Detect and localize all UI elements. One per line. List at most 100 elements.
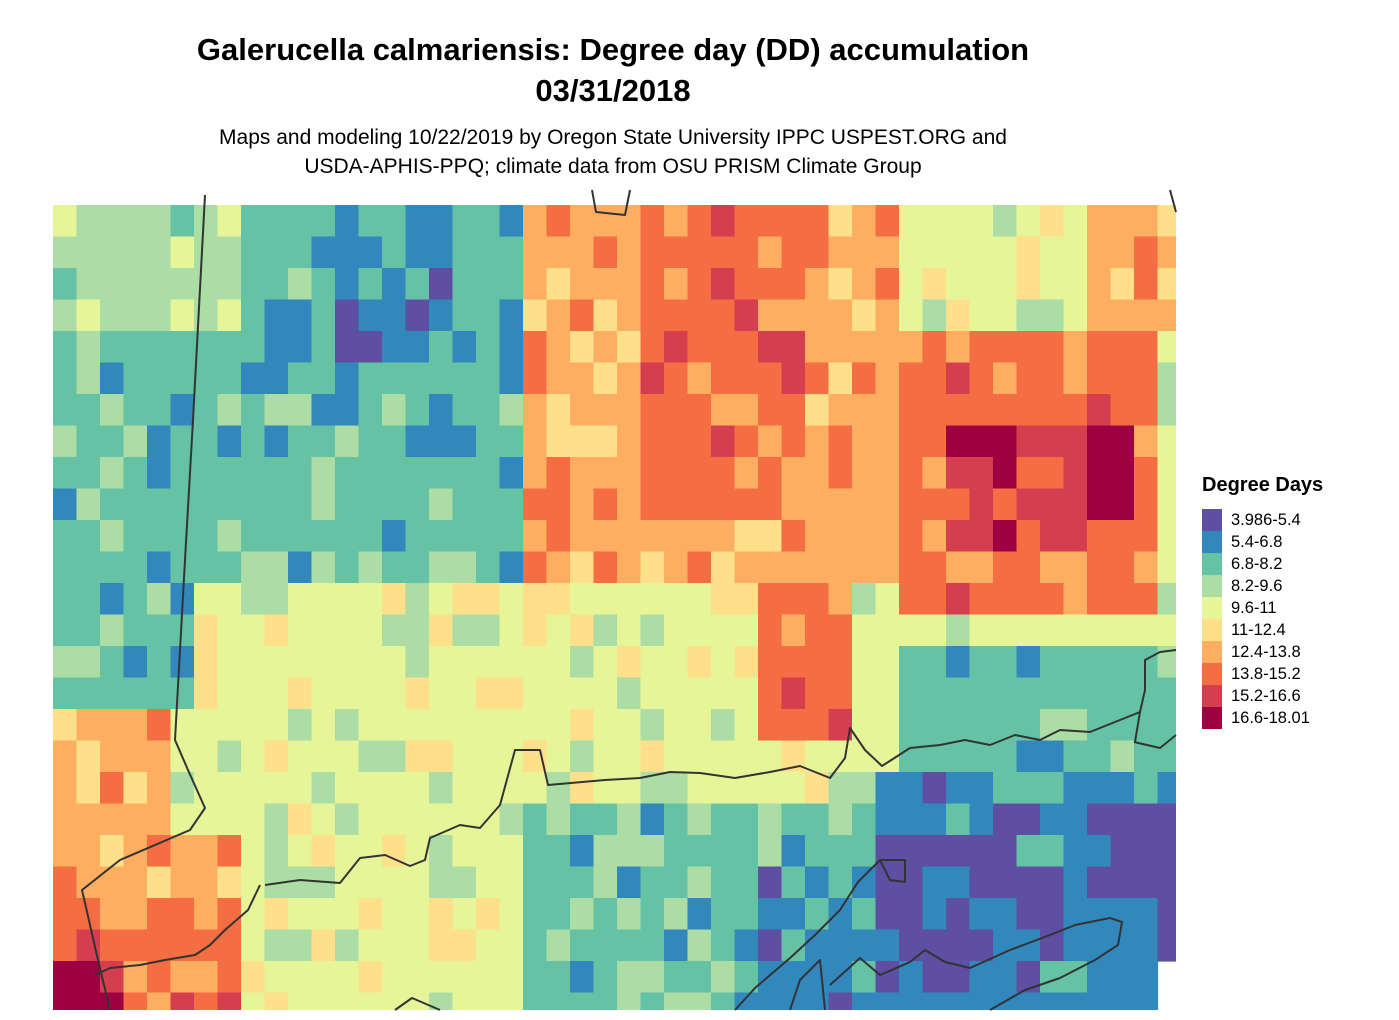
raster-cell [1016, 299, 1041, 332]
raster-cell [123, 331, 148, 364]
raster-cell [100, 362, 125, 395]
raster-cell [1087, 866, 1112, 899]
raster-cell [1087, 236, 1112, 269]
raster-cell [1016, 583, 1041, 616]
raster-cell [194, 709, 219, 742]
raster-cell [640, 268, 665, 301]
raster-cell [711, 961, 736, 994]
raster-cell [499, 866, 524, 899]
raster-cell [711, 520, 736, 553]
raster-cell [758, 394, 783, 427]
raster-cell [1110, 992, 1135, 1010]
raster-cell [53, 677, 78, 710]
raster-cell [241, 929, 266, 962]
raster-cell [100, 425, 125, 458]
raster-cell [922, 236, 947, 269]
raster-cell [264, 961, 289, 994]
raster-cell [429, 331, 454, 364]
raster-cell [76, 551, 101, 584]
raster-cell [852, 299, 877, 332]
raster-cell [1016, 992, 1041, 1010]
raster-cell [852, 425, 877, 458]
legend-label: 8.2-9.6 [1231, 576, 1283, 595]
raster-cell [1110, 898, 1135, 931]
raster-cell [405, 898, 430, 931]
raster-cell [617, 236, 642, 269]
raster-cell [311, 898, 336, 931]
raster-cell [358, 331, 383, 364]
raster-cell [76, 677, 101, 710]
raster-cell [1063, 551, 1088, 584]
raster-cell [53, 929, 78, 962]
raster-cell [53, 646, 78, 679]
raster-cell [311, 740, 336, 773]
raster-cell [617, 803, 642, 836]
raster-cell [1016, 425, 1041, 458]
raster-cell [53, 299, 78, 332]
raster-cell [405, 268, 430, 301]
raster-cell [875, 961, 900, 994]
raster-cell [241, 425, 266, 458]
raster-cell [499, 677, 524, 710]
raster-cell [1134, 520, 1159, 553]
raster-cell [899, 362, 924, 395]
raster-cell [194, 520, 219, 553]
raster-cell [100, 520, 125, 553]
legend-item: 13.8-15.2 [1202, 663, 1323, 685]
raster-cell [217, 457, 242, 490]
raster-cell [523, 835, 548, 868]
raster-cell [358, 961, 383, 994]
raster-cell [805, 961, 830, 994]
raster-cell [805, 614, 830, 647]
raster-cell [1110, 551, 1135, 584]
raster-cell [664, 835, 689, 868]
raster-cell [170, 394, 195, 427]
raster-cell [899, 268, 924, 301]
raster-cell [217, 236, 242, 269]
raster-cell [170, 362, 195, 395]
legend-item: 8.2-9.6 [1202, 575, 1323, 597]
raster-cell [969, 520, 994, 553]
raster-cell [687, 268, 712, 301]
raster-cell [875, 236, 900, 269]
raster-cell [358, 772, 383, 805]
raster-cell [405, 236, 430, 269]
raster-cell [711, 488, 736, 521]
raster-cell [476, 268, 501, 301]
raster-cell [899, 614, 924, 647]
raster-cell [734, 520, 759, 553]
raster-cell [405, 709, 430, 742]
raster-cell [1040, 709, 1065, 742]
raster-cell [76, 520, 101, 553]
raster-cell [570, 583, 595, 616]
raster-cell [476, 394, 501, 427]
raster-cell [899, 961, 924, 994]
raster-cell [1134, 803, 1159, 836]
raster-cell [711, 268, 736, 301]
raster-cell [217, 425, 242, 458]
raster-cell [523, 772, 548, 805]
raster-cell [382, 929, 407, 962]
raster-cell [405, 551, 430, 584]
raster-cell [758, 362, 783, 395]
raster-cell [899, 488, 924, 521]
raster-cell [993, 205, 1018, 238]
raster-cell [1016, 488, 1041, 521]
raster-cell [1087, 488, 1112, 521]
raster-cell [499, 835, 524, 868]
raster-cell [194, 740, 219, 773]
raster-cell [711, 425, 736, 458]
raster-cell [617, 614, 642, 647]
raster-cell [711, 677, 736, 710]
raster-cell [1110, 362, 1135, 395]
raster-cell [993, 740, 1018, 773]
raster-cell [993, 772, 1018, 805]
raster-cell [358, 646, 383, 679]
raster-cell [875, 929, 900, 962]
raster-cell [170, 961, 195, 994]
raster-cell [76, 614, 101, 647]
raster-cell [217, 520, 242, 553]
raster-cell [147, 205, 172, 238]
raster-cell [241, 646, 266, 679]
raster-cell [875, 425, 900, 458]
